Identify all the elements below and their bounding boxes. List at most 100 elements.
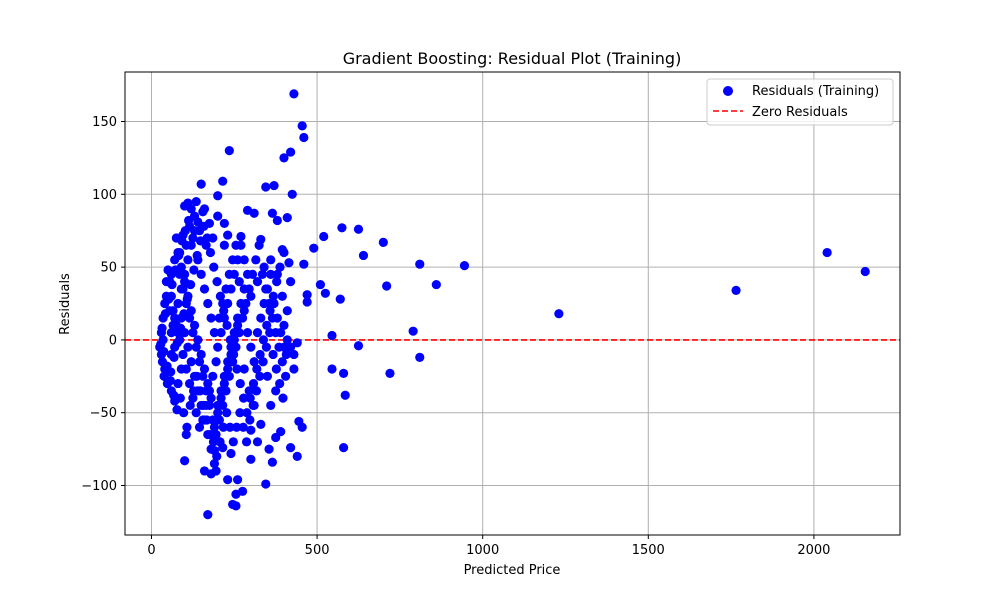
scatter-point	[279, 320, 289, 330]
legend-label-residuals: Residuals (Training)	[752, 84, 879, 99]
scatter-point	[181, 364, 191, 374]
scatter-point	[218, 176, 228, 186]
scatter-point	[212, 277, 222, 287]
scatter-point	[219, 378, 229, 389]
scatter-point	[276, 328, 286, 338]
x-tick-label: 1500	[632, 543, 665, 558]
scatter-point	[223, 475, 233, 485]
scatter-point	[224, 269, 234, 279]
scatter-point	[228, 255, 238, 265]
scatter-point	[166, 328, 176, 338]
scatter-point	[268, 349, 278, 360]
scatter-point	[232, 364, 242, 374]
scatter-point	[170, 265, 180, 275]
scatter-point	[285, 443, 296, 453]
scatter-point	[267, 208, 277, 218]
scatter-point	[254, 240, 264, 250]
scatter-point	[193, 386, 203, 396]
scatter-point	[233, 313, 243, 323]
scatter-point	[252, 364, 262, 374]
scatter-point	[215, 291, 225, 301]
scatter-point	[259, 298, 269, 309]
scatter-point	[201, 240, 211, 250]
scatter-points	[155, 89, 870, 520]
scatter-point	[246, 342, 256, 352]
scatter-point	[194, 226, 205, 236]
scatter-point	[289, 364, 299, 374]
scatter-point	[180, 269, 190, 279]
scatter-point	[194, 422, 205, 432]
scatter-point	[267, 457, 277, 467]
scatter-point	[222, 320, 232, 330]
scatter-point	[264, 444, 274, 454]
scatter-point	[173, 378, 183, 389]
scatter-point	[236, 231, 246, 242]
scatter-point	[183, 255, 193, 265]
scatter-point	[191, 408, 201, 418]
scatter-point	[275, 262, 285, 272]
scatter-point	[337, 223, 347, 233]
scatter-point	[221, 284, 231, 294]
scatter-point	[216, 328, 226, 338]
scatter-point	[180, 226, 190, 236]
scatter-point	[170, 313, 180, 323]
scatter-point	[285, 277, 296, 287]
scatter-point	[231, 240, 241, 250]
x-tick-label: 500	[305, 543, 330, 558]
chart-title: Gradient Boosting: Residual Plot (Traini…	[343, 49, 682, 68]
scatter-point	[196, 349, 206, 360]
scatter-point	[272, 215, 282, 226]
scatter-point	[242, 328, 253, 338]
scatter-point	[285, 147, 296, 157]
scatter-point	[186, 306, 196, 316]
scatter-point	[415, 352, 425, 362]
scatter-point	[415, 259, 425, 269]
scatter-point	[176, 313, 186, 323]
scatter-point	[275, 378, 285, 389]
scatter-point	[218, 422, 228, 432]
x-tick-label: 0	[147, 543, 155, 558]
scatter-point	[289, 349, 299, 360]
scatter-point	[156, 339, 166, 349]
legend-marker-residuals	[723, 86, 733, 96]
scatter-point	[265, 328, 275, 338]
scatter-point	[184, 378, 195, 389]
scatter-point	[213, 408, 223, 418]
scatter-point	[269, 180, 279, 191]
scatter-point	[338, 443, 349, 453]
scatter-point	[193, 335, 203, 345]
scatter-point	[188, 328, 198, 338]
scatter-point	[302, 297, 312, 307]
scatter-point	[205, 247, 216, 258]
scatter-point	[222, 408, 232, 418]
scatter-point	[297, 422, 307, 432]
scatter-point	[385, 368, 395, 378]
scatter-point	[378, 237, 388, 247]
scatter-point	[228, 499, 238, 510]
scatter-point	[261, 182, 271, 192]
scatter-point	[170, 342, 180, 352]
scatter-point	[178, 349, 188, 360]
scatter-point	[256, 313, 266, 323]
scatter-point	[208, 233, 218, 243]
scatter-point	[239, 255, 249, 265]
scatter-point	[285, 342, 296, 352]
y-tick-label: −100	[81, 479, 117, 494]
x-tick-label: 1000	[466, 543, 499, 558]
scatter-point	[174, 250, 184, 261]
x-axis-ticks: 0 500 1000 1500 2000	[147, 535, 830, 558]
scatter-point	[209, 459, 220, 469]
scatter-point	[277, 291, 287, 301]
scatter-point	[408, 326, 418, 336]
scatter-point	[279, 153, 289, 163]
y-tick-label: −50	[90, 406, 117, 421]
scatter-point	[231, 489, 241, 499]
scatter-point	[257, 269, 268, 279]
scatter-point	[327, 330, 337, 341]
y-tick-label: 150	[92, 115, 117, 130]
scatter-point	[180, 456, 190, 466]
scatter-point	[199, 415, 210, 425]
scatter-point	[382, 281, 392, 291]
y-tick-label: 0	[109, 333, 117, 348]
scatter-point	[239, 306, 249, 316]
